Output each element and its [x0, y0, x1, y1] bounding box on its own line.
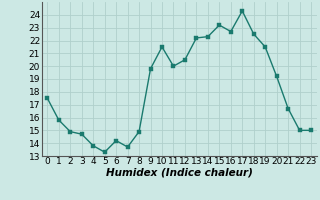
- X-axis label: Humidex (Indice chaleur): Humidex (Indice chaleur): [106, 168, 252, 178]
